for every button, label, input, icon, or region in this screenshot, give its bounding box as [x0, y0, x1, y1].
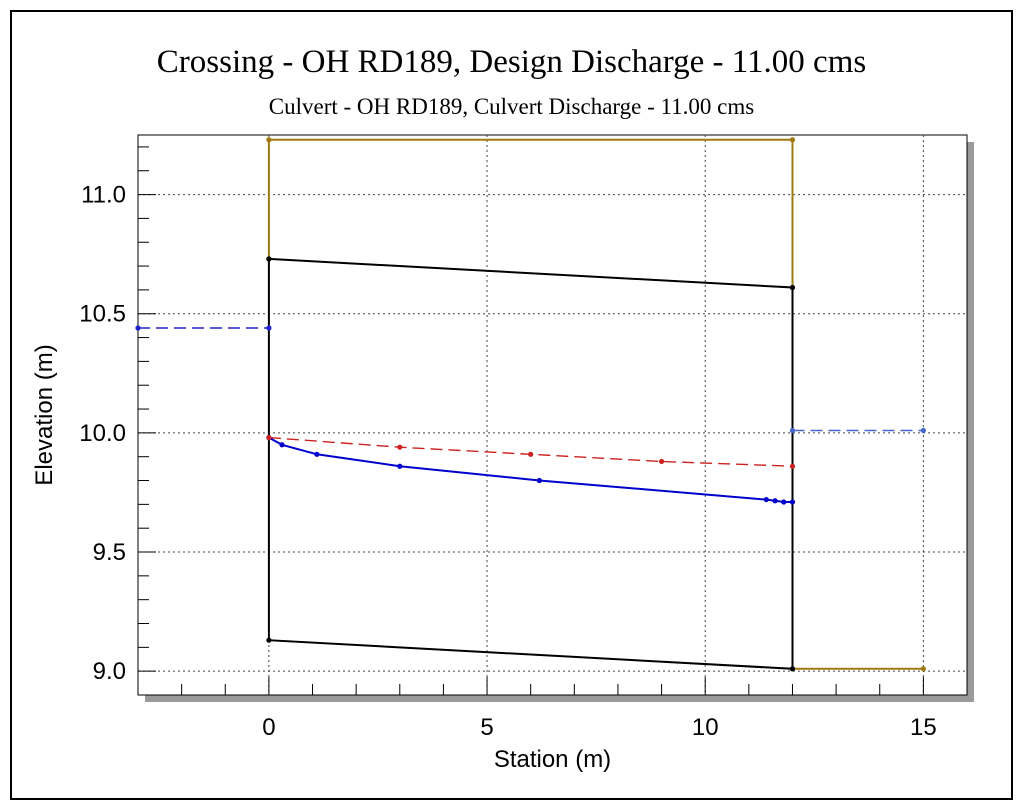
x-tick-label: 0 — [262, 714, 275, 741]
series-point-5 — [789, 427, 796, 434]
y-axis-label: Elevation (m) — [31, 344, 58, 485]
series-point-2 — [314, 451, 320, 457]
series-point-2 — [781, 499, 787, 505]
series-point-2 — [536, 477, 543, 484]
x-tick-label: 5 — [480, 714, 493, 741]
y-tick-label: 10.5 — [79, 301, 126, 328]
series-point-0 — [266, 137, 272, 143]
series-point-1 — [266, 637, 272, 643]
series-point-3 — [266, 435, 272, 441]
series-point-3 — [528, 451, 534, 457]
chart-frame: Crossing - OH RD189, Design Discharge - … — [10, 10, 1013, 800]
series-line-0 — [267, 138, 924, 670]
series-point-4 — [266, 325, 272, 331]
series-point-1 — [266, 256, 272, 262]
x-tick-label: 15 — [910, 714, 937, 741]
series-point-2 — [763, 496, 769, 503]
series-point-4 — [135, 325, 141, 331]
chart-plot: 9.0 9.5 10.0 10.5 11.0 0 5 10 15 Station (m) Eleva… — [31, 134, 974, 773]
y-tick-label: 9.5 — [93, 539, 126, 566]
plot-area — [137, 134, 968, 696]
series-point-2 — [279, 442, 285, 448]
series-point-2 — [397, 463, 403, 469]
x-tick-label: 10 — [692, 714, 719, 741]
series-point-1 — [789, 284, 796, 291]
series-point-1 — [789, 666, 796, 672]
series-point-0 — [789, 137, 796, 143]
series-point-3 — [789, 463, 796, 469]
series-point-2 — [772, 498, 778, 504]
x-axis-label: Station (m) — [494, 746, 611, 773]
chart-title: Crossing - OH RD189, Design Discharge - … — [156, 44, 867, 80]
chart-subtitle: Culvert - OH RD189, Culvert Discharge - … — [268, 94, 755, 119]
series-point-0 — [920, 666, 926, 672]
y-tick-label: 11.0 — [81, 182, 126, 209]
series-point-3 — [658, 458, 665, 465]
series-point-5 — [920, 427, 926, 434]
series-point-2 — [789, 499, 796, 505]
y-tick-label: 10.0 — [79, 420, 126, 447]
series-point-3 — [397, 444, 403, 450]
y-tick-label: 9.0 — [93, 658, 126, 685]
